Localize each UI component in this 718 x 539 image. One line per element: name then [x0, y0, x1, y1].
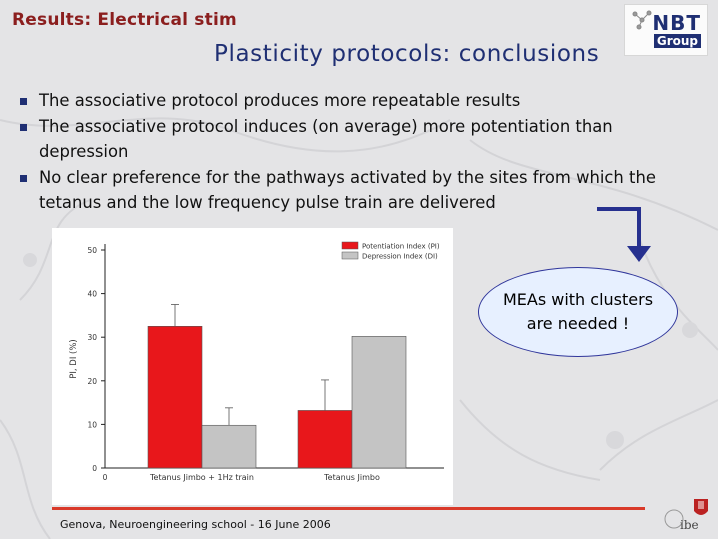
bullet-text: The associative protocol induces (on ave…: [39, 116, 613, 162]
dibe-crest-icon: [664, 499, 708, 529]
logo-group-text: Group: [653, 34, 701, 48]
legend-swatch: [341, 251, 359, 260]
y-tick-label: 20: [87, 377, 97, 386]
bullet-text: No clear preference for the pathways act…: [39, 167, 656, 213]
logo-nbt-text: NBT: [652, 11, 701, 35]
bar: [297, 410, 353, 469]
bullet-square-icon: [20, 174, 27, 182]
bullet-list: The associative protocol produces more r…: [20, 88, 680, 216]
legend-swatch: [341, 241, 359, 250]
bullet-square-icon: [20, 98, 27, 105]
callout-bubble: MEAs with clusters are needed !: [478, 267, 678, 357]
bullet-item: The associative protocol induces (on ave…: [20, 114, 680, 165]
bar: [351, 336, 407, 469]
y-tick-label: 10: [87, 420, 97, 429]
slide-title: Plasticity protocols: conclusions: [214, 41, 600, 67]
nbt-group-logo: NBT Group: [624, 4, 708, 56]
y-tick-label: 30: [87, 333, 97, 342]
corner-logo-text: ibe: [680, 518, 699, 532]
legend-label: Depression Index (DI): [362, 253, 438, 261]
y-axis-label: PI, DI (%): [69, 339, 79, 379]
y-tick-label: 50: [87, 246, 97, 255]
bullet-item: No clear preference for the pathways act…: [20, 165, 680, 216]
elbow-arrow-icon: [597, 207, 651, 262]
bar: [147, 326, 203, 469]
molecule-icon: [632, 10, 652, 30]
section-label: Results: Electrical stim: [12, 10, 237, 30]
bar: [201, 424, 257, 469]
x-origin-label: 0: [103, 473, 108, 482]
callout-text: MEAs with clusters are needed !: [502, 290, 654, 333]
y-tick-label: 0: [92, 464, 97, 473]
x-category-label: Tetanus Jimbo + 1Hz train: [149, 473, 254, 482]
bar-chart-svg: 0 10 20 30 40 50 0 PI, DI (%) Tetanus Jimbo + 1H…: [69, 241, 444, 482]
bullet-item: The associative protocol produces more r…: [20, 88, 680, 114]
footer-divider: [52, 507, 645, 510]
bar-chart: 0 10 20 30 40 50 0 PI, DI (%) Tetanus Jimbo + 1H…: [52, 228, 453, 505]
y-tick-label: 40: [87, 290, 97, 299]
bullet-text: The associative protocol produces more r…: [39, 91, 521, 110]
legend-label: Potentiation Index (PI): [362, 243, 440, 251]
bullet-square-icon: [20, 123, 27, 131]
x-category-label: Tetanus Jimbo: [323, 473, 380, 482]
footer-text: Genova, Neuroengineering school - 16 Jun…: [60, 518, 331, 531]
